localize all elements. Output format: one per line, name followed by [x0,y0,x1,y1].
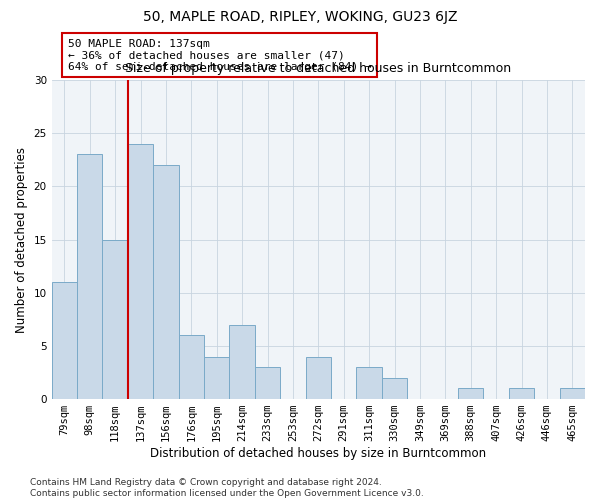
Bar [560,388,585,399]
X-axis label: Distribution of detached houses by size in Burntcommon: Distribution of detached houses by size … [150,447,487,460]
Title: Size of property relative to detached houses in Burntcommon: Size of property relative to detached ho… [125,62,511,74]
Bar [128,144,153,399]
Text: Contains HM Land Registry data © Crown copyright and database right 2024.
Contai: Contains HM Land Registry data © Crown c… [30,478,424,498]
Bar [305,356,331,399]
Bar [204,356,229,399]
Bar [229,324,255,399]
Bar [179,336,204,399]
Bar [103,240,128,399]
Bar [153,165,179,399]
Bar [356,367,382,399]
Bar [77,154,103,399]
Bar [382,378,407,399]
Text: 50 MAPLE ROAD: 137sqm
← 36% of detached houses are smaller (47)
64% of semi-deta: 50 MAPLE ROAD: 137sqm ← 36% of detached … [68,38,371,72]
Y-axis label: Number of detached properties: Number of detached properties [15,146,28,332]
Bar [52,282,77,399]
Bar [509,388,534,399]
Bar [458,388,484,399]
Text: 50, MAPLE ROAD, RIPLEY, WOKING, GU23 6JZ: 50, MAPLE ROAD, RIPLEY, WOKING, GU23 6JZ [143,10,457,24]
Bar [255,367,280,399]
